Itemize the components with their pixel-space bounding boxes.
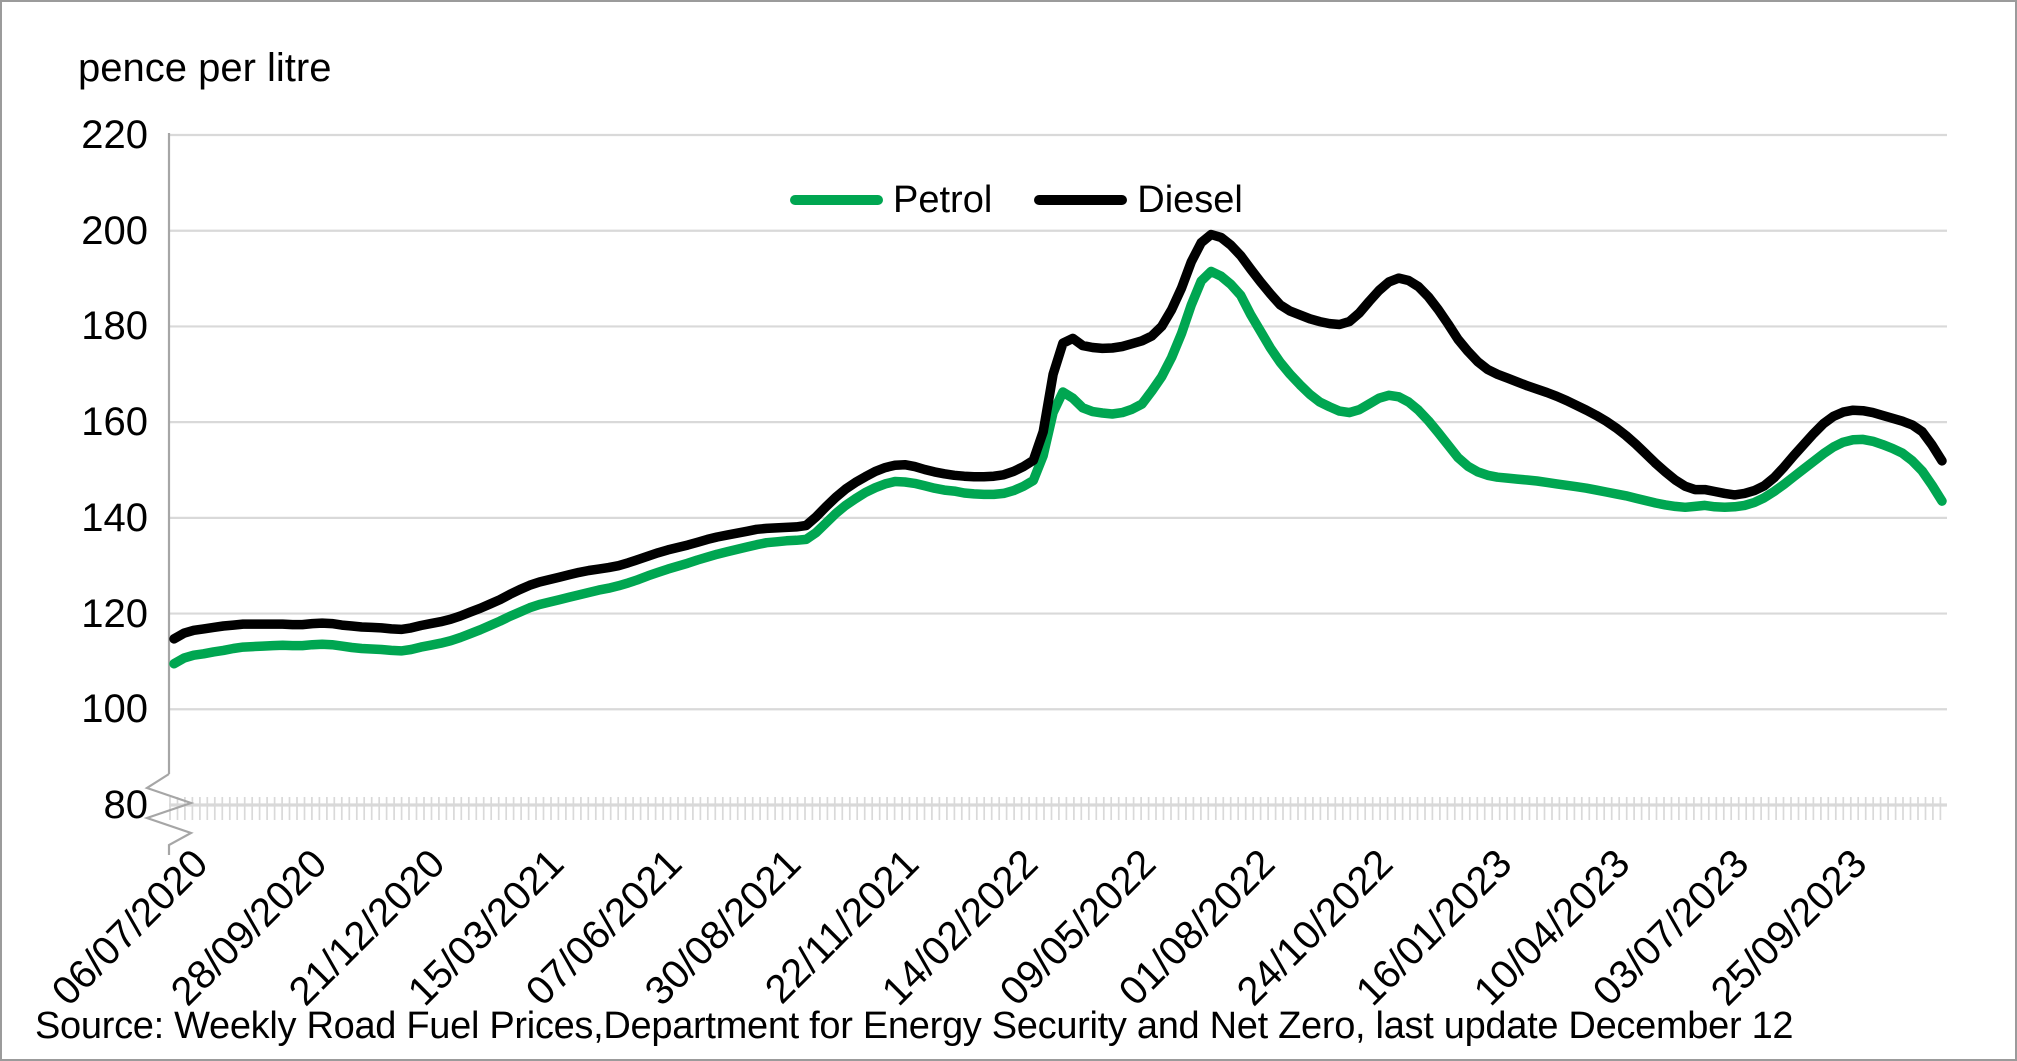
y-tick-label-180: 180 [81, 304, 148, 349]
petrol-legend-swatch [790, 195, 883, 205]
y-axis-unit-title: pence per litre [78, 46, 332, 90]
y-tick-label-120: 120 [81, 591, 148, 636]
y-tick-label-220: 220 [81, 113, 148, 157]
y-tick-label-160: 160 [81, 400, 148, 445]
y-tick-label-80: 80 [103, 782, 149, 827]
petrol-legend-label: Petrol [893, 179, 993, 221]
y-tick-label-100: 100 [81, 687, 148, 732]
y-axis-break-icon [143, 773, 195, 855]
chart-legend: Petrol Diesel [790, 178, 1243, 222]
x-axis-week-ticks [169, 797, 1942, 820]
y-tick-label-200: 200 [81, 208, 148, 253]
y-tick-label-140: 140 [81, 495, 148, 540]
source-note: Source: Weekly Road Fuel Prices,Departme… [35, 1005, 1794, 1047]
diesel-legend-swatch [1034, 195, 1128, 205]
petrol-line [169, 266, 1947, 669]
diesel-legend-label: Diesel [1137, 179, 1243, 221]
diesel-line [169, 229, 1947, 644]
